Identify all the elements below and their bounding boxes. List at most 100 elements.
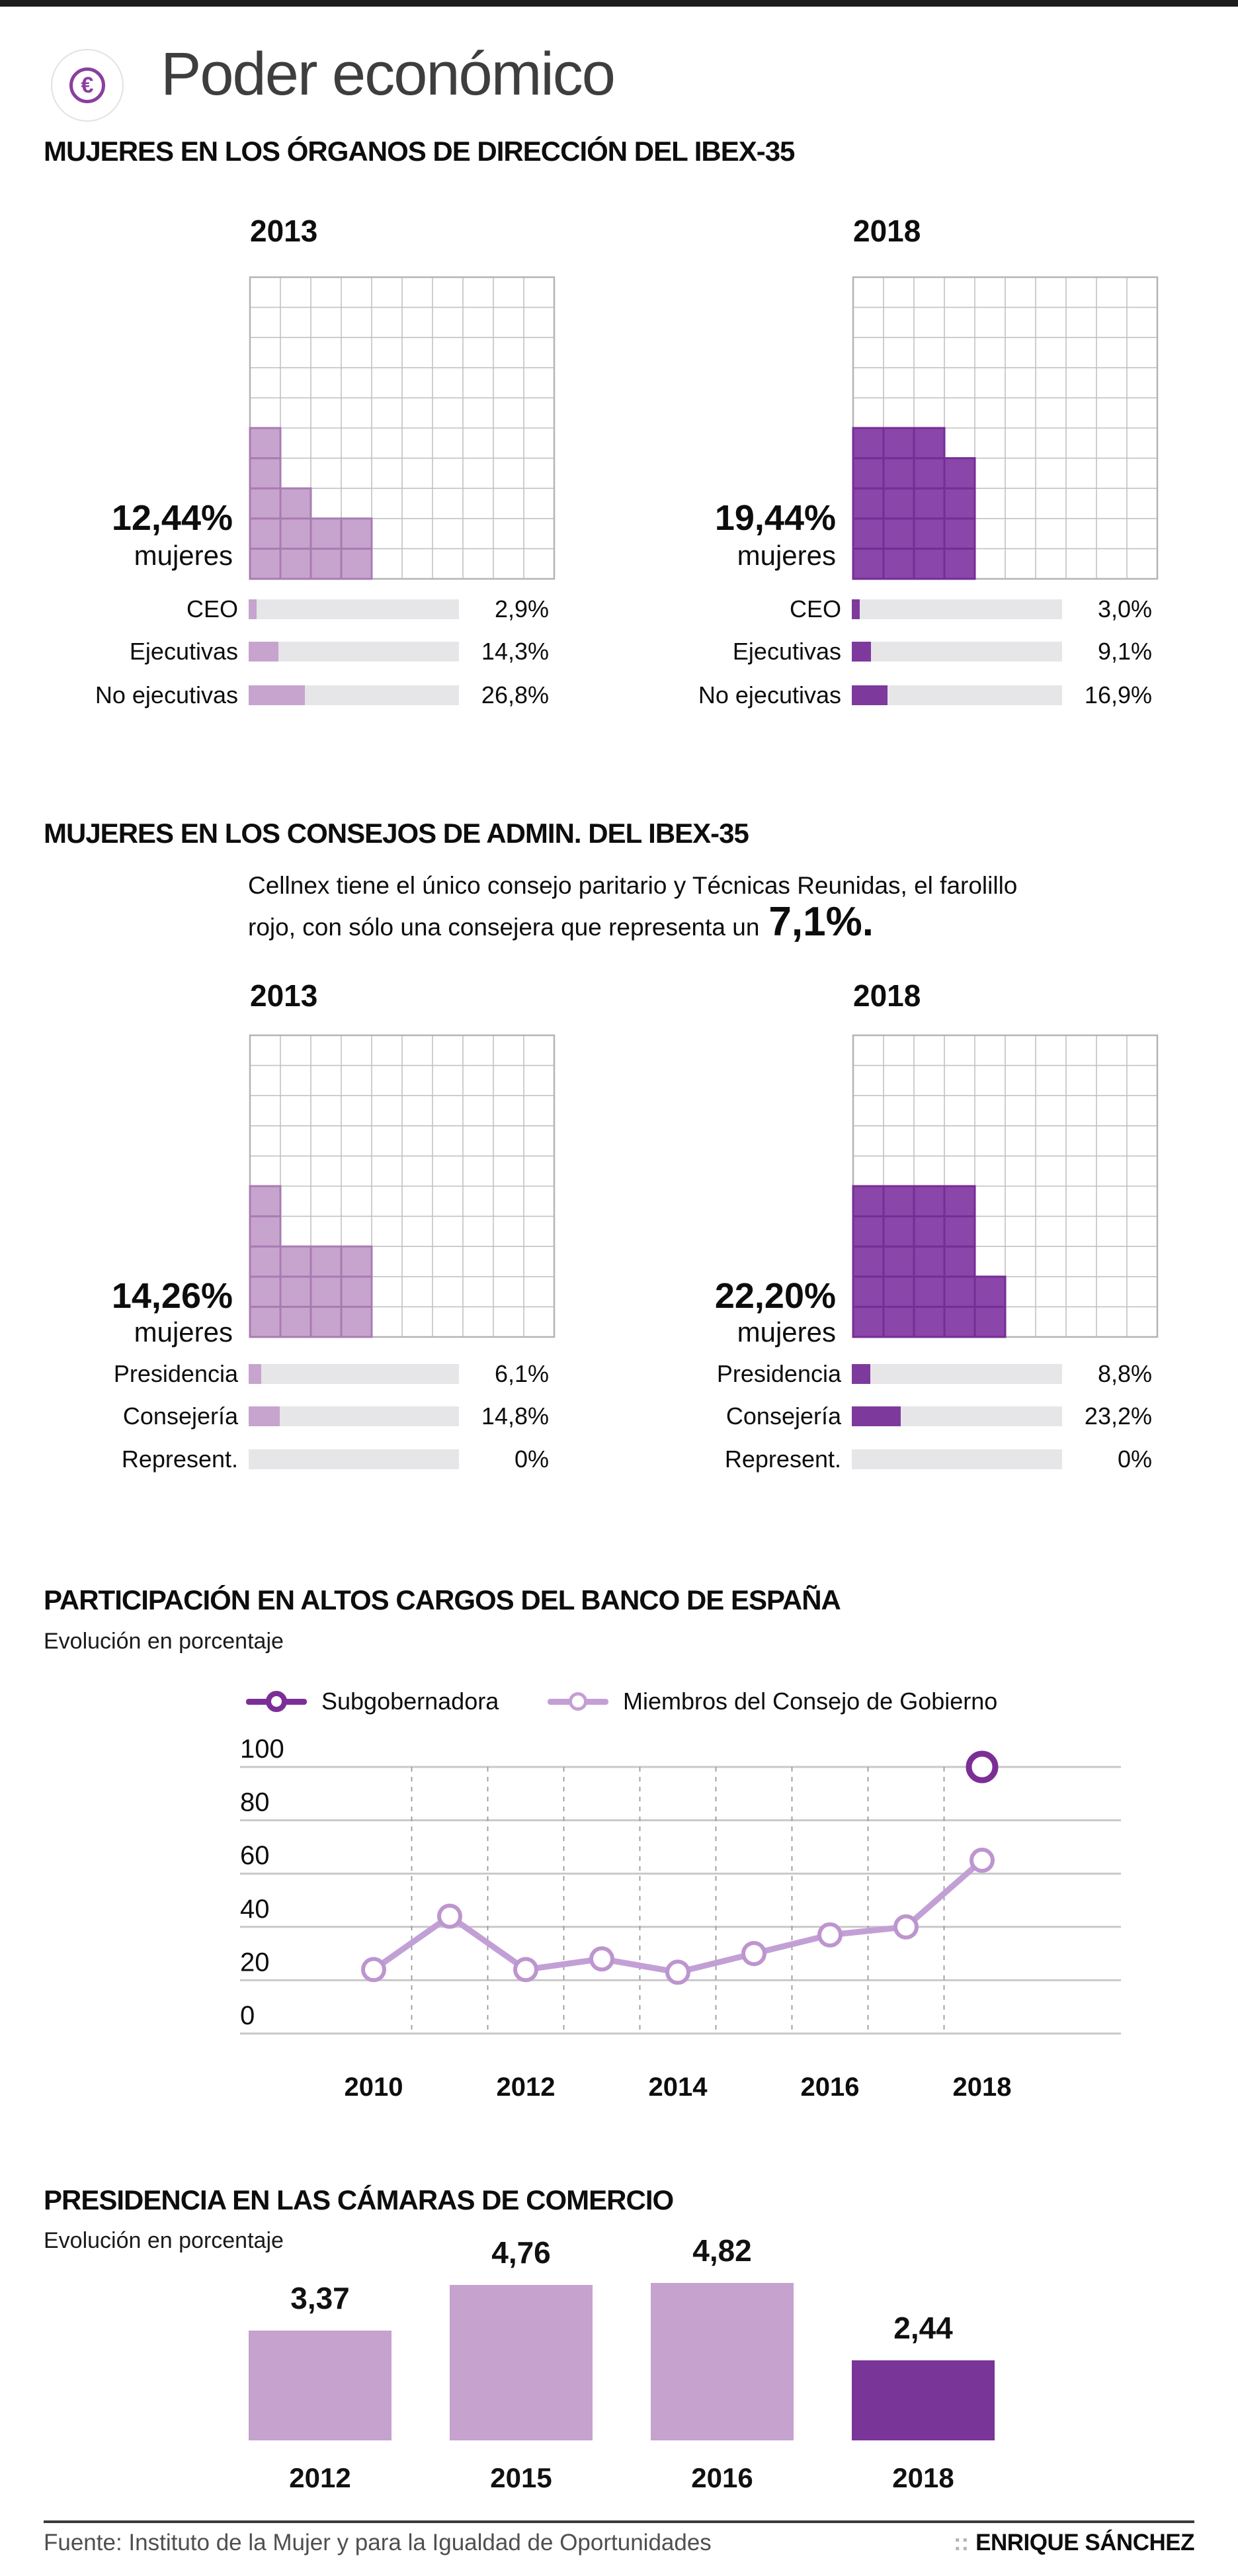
euro-circle-icon: € xyxy=(51,49,124,122)
waffle-cell xyxy=(249,1215,282,1248)
mini-bar-label: CEO xyxy=(789,595,841,623)
waffle-cell xyxy=(852,1275,885,1308)
mini-bar-value: 2,9% xyxy=(494,595,549,623)
y-tick-label: 0 xyxy=(240,2001,255,2030)
mini-bar-value: 9,1% xyxy=(1097,638,1152,665)
waffle-cell xyxy=(852,457,885,490)
consejos-note-highlight: 7,1%. xyxy=(768,899,874,945)
mini-bar-track xyxy=(852,1449,1062,1469)
waffle-cell xyxy=(882,1185,915,1218)
waffle-cell xyxy=(882,427,915,460)
mini-bar-track xyxy=(249,1449,459,1469)
miembros-point xyxy=(817,1922,843,1948)
section-subtitle-banco: Evolución en porcentaje xyxy=(44,1629,284,1654)
waffle-cell xyxy=(913,427,946,460)
consejos-note-line2-text: rojo, con sólo una consejera que represe… xyxy=(248,914,760,941)
mini-bar-fill xyxy=(249,685,305,705)
mini-bar-value: 26,8% xyxy=(481,681,549,708)
waffle-cell xyxy=(943,457,976,490)
miembros-line xyxy=(372,1858,984,1975)
waffle-cell xyxy=(882,1215,915,1248)
section-title-camaras: PRESIDENCIA EN LAS CÁMARAS DE COMERCIO xyxy=(44,2184,674,2215)
waffle-cell xyxy=(852,1305,885,1338)
waffle-percent-sublabel: mujeres xyxy=(737,1316,836,1348)
mini-bar-label: No ejecutivas xyxy=(698,681,841,708)
waffle-cell xyxy=(943,1245,976,1278)
mini-bar-value: 23,2% xyxy=(1084,1402,1152,1430)
waffle-cell xyxy=(973,1275,1007,1308)
y-tick-label: 60 xyxy=(240,1841,270,1870)
mini-bar-value: 16,9% xyxy=(1084,681,1152,708)
waffle-percent-value: 14,26% xyxy=(111,1276,233,1316)
waffle-cell xyxy=(249,427,282,460)
legend-label-miembros: Miembros del Consejo de Gobierno xyxy=(623,1688,998,1715)
waffle-cell xyxy=(279,517,312,550)
source-text: Fuente: Instituto de la Mujer y para la … xyxy=(44,2530,712,2555)
waffle-cell xyxy=(882,487,915,520)
waffle-cell xyxy=(249,487,282,520)
x-tick-label: 2014 xyxy=(649,2073,708,2102)
camaras-bar-year: 2015 xyxy=(490,2462,552,2493)
waffle-cell xyxy=(249,457,282,490)
waffle-cell xyxy=(340,517,373,550)
mini-bar-track xyxy=(249,599,459,619)
waffle-cell xyxy=(882,457,915,490)
waffle-cell xyxy=(279,1305,312,1338)
waffle-percent-sublabel: mujeres xyxy=(134,1316,233,1348)
page-title: Poder económico xyxy=(161,40,616,108)
waffle-cell xyxy=(852,1185,885,1218)
miembros-point xyxy=(361,1957,386,1983)
y-tick-label: 20 xyxy=(240,1948,270,1977)
waffle-cell xyxy=(943,1185,976,1218)
credit-name: ENRIQUE SÁNCHEZ xyxy=(975,2530,1194,2555)
mini-bar-label: Ejecutivas xyxy=(129,638,238,665)
waffle-cell xyxy=(340,1245,373,1278)
mini-bar-track xyxy=(852,1364,1062,1384)
waffle-cell xyxy=(943,517,976,550)
waffle-percent-value: 22,20% xyxy=(714,1276,836,1316)
waffle-cell xyxy=(913,457,946,490)
miembros-point xyxy=(589,1946,614,1972)
mini-bar-fill xyxy=(852,599,860,619)
waffle-percent-value: 12,44% xyxy=(111,498,233,538)
section-title-consejos: MUJERES EN LOS CONSEJOS DE ADMIN. DEL IB… xyxy=(44,818,749,849)
mini-bar-label: Consejería xyxy=(725,1402,841,1430)
miembros-point xyxy=(970,1848,995,1873)
mini-bar-label: Ejecutivas xyxy=(732,638,841,665)
waffle-percent-value: 19,44% xyxy=(714,498,836,538)
waffle-cell xyxy=(943,487,976,520)
section-title-banco: PARTICIPACIÓN EN ALTOS CARGOS DEL BANCO … xyxy=(44,1584,841,1615)
credit-colon-icon: :: xyxy=(953,2530,970,2555)
camaras-bar-value: 2,44 xyxy=(893,2311,953,2345)
waffle-cell xyxy=(852,547,885,580)
miembros-point xyxy=(437,1903,462,1929)
mini-bar-track xyxy=(852,685,1062,705)
consejos-note-line2: rojo, con sólo una consejera que represe… xyxy=(248,898,874,945)
waffle-cell xyxy=(943,1215,976,1248)
x-tick-label: 2016 xyxy=(801,2073,860,2102)
waffle-percent-sublabel: mujeres xyxy=(737,540,836,571)
miembros-point xyxy=(513,1957,538,1983)
camaras-bar-year: 2016 xyxy=(691,2462,753,2493)
x-tick-label: 2018 xyxy=(953,2073,1012,2102)
mini-bar-track xyxy=(852,642,1062,662)
waffle-cell xyxy=(249,1245,282,1278)
camaras-bar-value: 4,82 xyxy=(692,2233,752,2268)
waffle-cell xyxy=(882,1305,915,1338)
waffle-grid xyxy=(852,276,1159,580)
y-tick-label: 80 xyxy=(240,1788,270,1817)
waffle-cell xyxy=(279,1245,312,1278)
waffle-cell xyxy=(973,1305,1007,1338)
waffle-cell xyxy=(310,1275,343,1308)
waffle-cell xyxy=(279,1275,312,1308)
footer-divider xyxy=(44,2520,1194,2523)
subgobernadora-marker-icon xyxy=(246,1684,307,1719)
y-tick-label: 100 xyxy=(240,1735,284,1764)
camaras-bar xyxy=(852,2360,995,2440)
mini-bar-label: Presidencia xyxy=(113,1360,238,1387)
mini-bar-fill xyxy=(852,1406,901,1426)
mini-bar-fill xyxy=(249,642,278,662)
waffle-grid xyxy=(249,276,556,580)
waffle-cell xyxy=(913,487,946,520)
